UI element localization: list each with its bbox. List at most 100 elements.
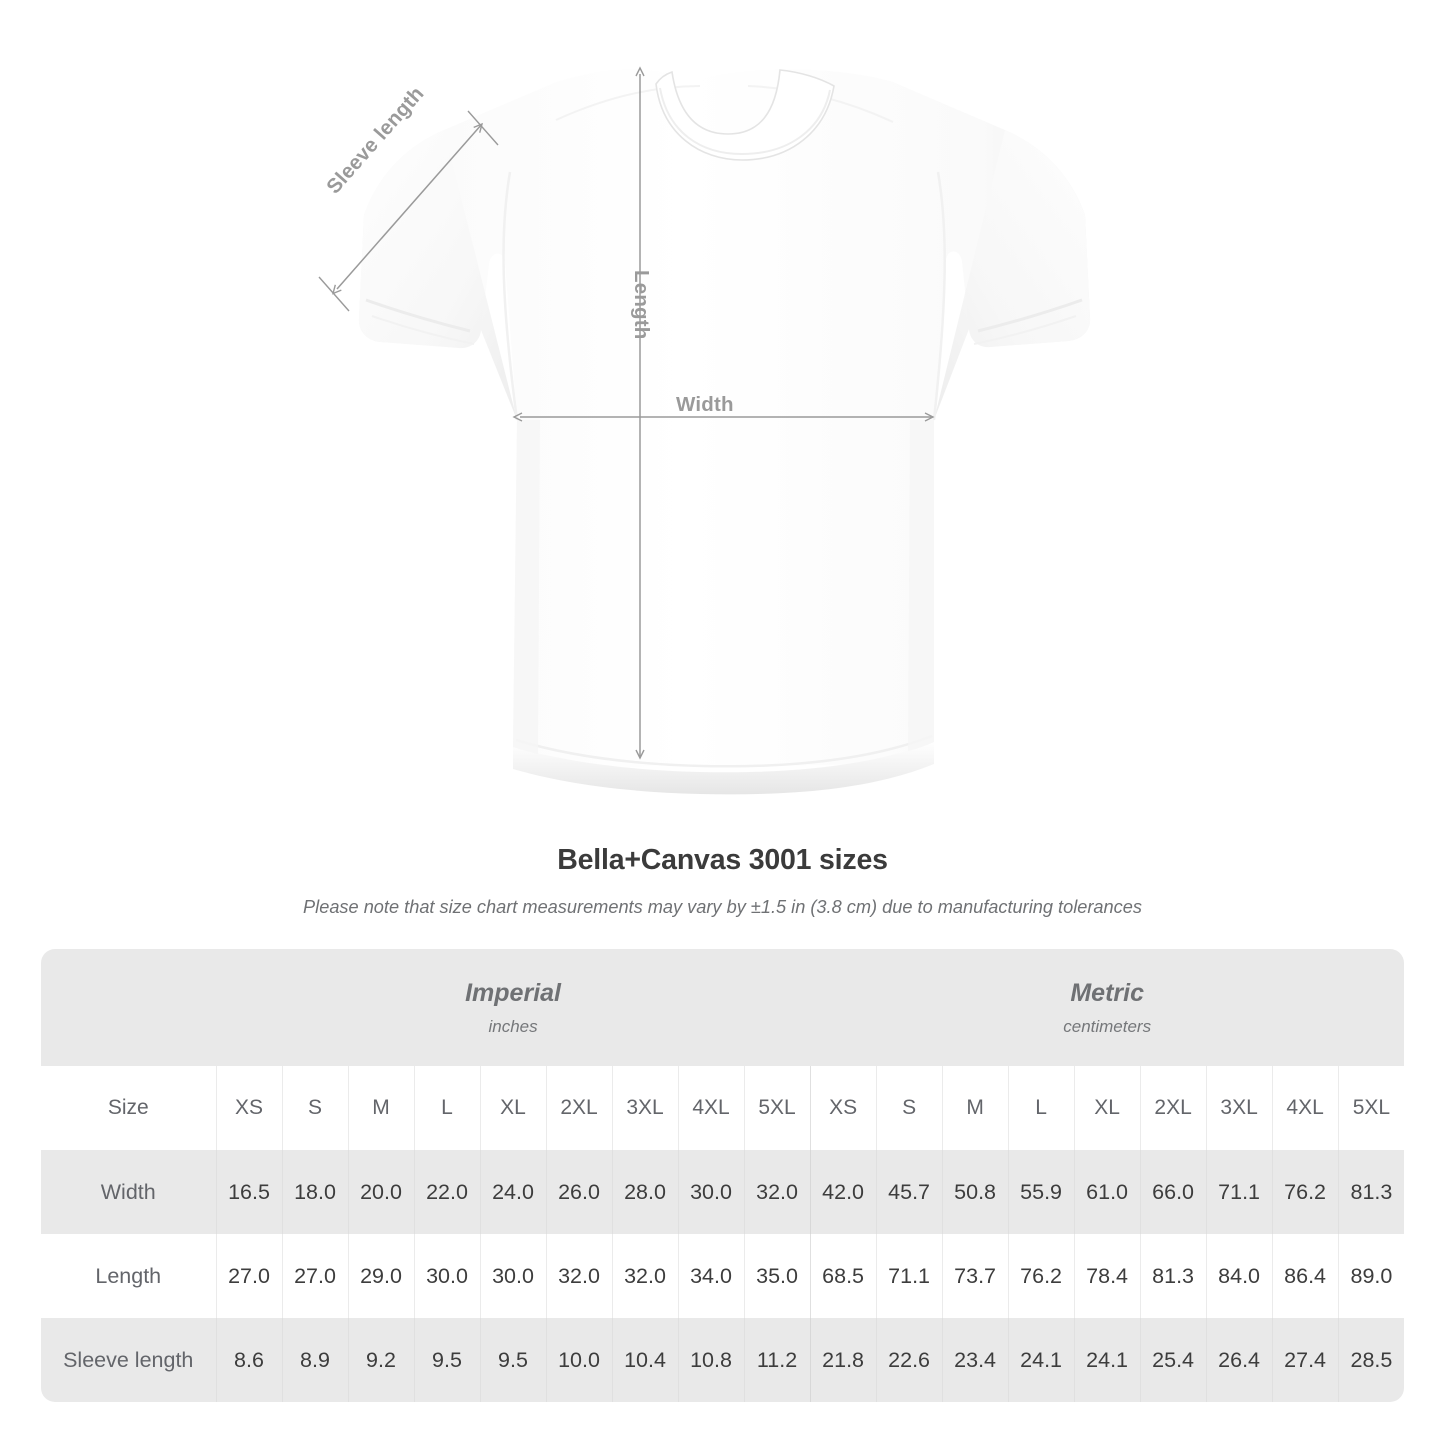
cell-width-metric-4xl: 76.2 [1271,1150,1339,1234]
table-row: Width 16.5 18.0 20.0 22.0 24.0 26.0 28.0 30.0 32.… [41,1150,1405,1234]
cell-sleeve-length-metric-l: 24.1 [1007,1318,1075,1402]
cell-width-metric-m: 50.8 [941,1150,1009,1234]
cell-length-metric-m: 73.7 [941,1234,1009,1318]
cell-sleeve-length-metric-4xl: 27.4 [1271,1318,1339,1402]
cell-sleeve-length-metric-s: 22.6 [875,1318,943,1402]
cell-width-imperial-m: 20.0 [347,1150,414,1234]
cell-length-metric-2xl: 81.3 [1139,1234,1207,1318]
table-corner-blank [41,949,216,1066]
sleeve-tick-upper [467,110,499,146]
table-row: Sleeve length 8.6 8.9 9.2 9.5 9.5 10.0 10.4 10.8… [41,1318,1405,1402]
size-header-imperial-3xl: 3XL [611,1066,678,1150]
cell-width-imperial-4xl: 30.0 [677,1150,744,1234]
width-label: Width [676,393,734,416]
cell-sleeve-length-metric-5xl: 28.5 [1337,1318,1405,1402]
cell-length-metric-s: 71.1 [875,1234,943,1318]
size-header-metric-l: L [1007,1066,1075,1150]
cell-sleeve-length-metric-xl: 24.1 [1073,1318,1141,1402]
cell-length-imperial-m: 29.0 [347,1234,414,1318]
cell-length-metric-xl: 78.4 [1073,1234,1141,1318]
unit-group-name: Imperial [465,978,561,1007]
cell-length-imperial-5xl: 35.0 [743,1234,811,1318]
size-header-imperial-l: L [413,1066,480,1150]
cell-width-metric-xs: 42.0 [809,1150,877,1234]
cell-length-imperial-3xl: 32.0 [611,1234,678,1318]
cell-length-metric-5xl: 89.0 [1337,1234,1405,1318]
sleeve-length-dimension-line [332,122,484,295]
cell-width-metric-2xl: 66.0 [1139,1150,1207,1234]
unit-group-metric: Metric centimeters [810,949,1405,1066]
size-header-imperial-5xl: 5XL [743,1066,811,1150]
cell-width-metric-5xl: 81.3 [1337,1150,1405,1234]
cell-length-imperial-l: 30.0 [413,1234,480,1318]
length-label: Length [630,270,653,340]
dimension-lines [318,66,935,760]
row-label-sleeve-length: Sleeve length [41,1318,216,1402]
cell-length-metric-3xl: 84.0 [1205,1234,1273,1318]
unit-group-imperial: Imperial inches [216,949,811,1066]
cell-sleeve-length-metric-xs: 21.8 [809,1318,877,1402]
cell-length-imperial-4xl: 34.0 [677,1234,744,1318]
page-title: Bella+Canvas 3001 sizes [557,844,888,876]
size-header-metric-xl: XL [1073,1066,1141,1150]
cell-length-imperial-2xl: 32.0 [545,1234,612,1318]
cell-width-metric-xl: 61.0 [1073,1150,1141,1234]
cell-sleeve-length-metric-3xl: 26.4 [1205,1318,1273,1402]
size-header-metric-5xl: 5XL [1337,1066,1405,1150]
size-header-row: Size XS S M L XL 2XL 3XL 4XL 5XL XS S M L XL 2XL 3XL 4XL 5… [41,1066,1405,1150]
cell-sleeve-length-metric-2xl: 25.4 [1139,1318,1207,1402]
cell-width-imperial-xl: 24.0 [479,1150,546,1234]
cell-width-imperial-3xl: 28.0 [611,1150,678,1234]
size-chart-table: Imperial inches Metric centimeters Size XS S M L… [41,949,1405,1402]
unit-group-name: Metric [1070,978,1144,1007]
size-header-imperial-m: M [347,1066,414,1150]
cell-width-imperial-xs: 16.5 [215,1150,282,1234]
cell-length-metric-xs: 68.5 [809,1234,877,1318]
tolerance-note: Please note that size chart measurements… [303,897,1142,917]
size-header-imperial-xs: XS [215,1066,282,1150]
size-header-imperial-xl: XL [479,1066,546,1150]
size-header-imperial-4xl: 4XL [677,1066,744,1150]
tshirt-measurement-diagram: Sleeve length Length Width [318,66,1091,795]
cell-sleeve-length-imperial-xs: 8.6 [215,1318,282,1402]
size-header-metric-s: S [875,1066,943,1150]
title-block: Bella+Canvas 3001 sizes Please note that… [0,843,1445,918]
cell-width-metric-3xl: 71.1 [1205,1150,1273,1234]
size-header-metric-xs: XS [809,1066,877,1150]
cell-width-metric-l: 55.9 [1007,1150,1075,1234]
cell-length-imperial-s: 27.0 [281,1234,348,1318]
cell-sleeve-length-imperial-3xl: 10.4 [611,1318,678,1402]
row-label-length: Length [41,1234,216,1318]
unit-group-sub: inches [488,1016,538,1036]
sleeve-tick-lower [318,276,350,312]
column-header-size: Size [41,1066,216,1150]
cell-sleeve-length-imperial-l: 9.5 [413,1318,480,1402]
size-header-metric-2xl: 2XL [1139,1066,1207,1150]
row-label-width: Width [41,1150,216,1234]
size-header-imperial-2xl: 2XL [545,1066,612,1150]
cell-sleeve-length-metric-m: 23.4 [941,1318,1009,1402]
size-chart-table-wrap: Imperial inches Metric centimeters Size XS S M L… [41,949,1405,1402]
unit-group-sub: centimeters [1063,1016,1152,1036]
size-header-metric-m: M [941,1066,1009,1150]
cell-length-metric-4xl: 86.4 [1271,1234,1339,1318]
shirt-body-shape [358,69,1091,795]
cell-sleeve-length-imperial-s: 8.9 [281,1318,348,1402]
tshirt-illustration [318,66,1091,795]
cell-width-imperial-5xl: 32.0 [743,1150,811,1234]
cell-sleeve-length-imperial-m: 9.2 [347,1318,414,1402]
cell-sleeve-length-imperial-2xl: 10.0 [545,1318,612,1402]
cell-sleeve-length-imperial-5xl: 11.2 [743,1318,811,1402]
cell-sleeve-length-imperial-xl: 9.5 [479,1318,546,1402]
cell-length-metric-l: 76.2 [1007,1234,1075,1318]
cell-width-metric-s: 45.7 [875,1150,943,1234]
size-header-metric-4xl: 4XL [1271,1066,1339,1150]
size-header-imperial-s: S [281,1066,348,1150]
cell-length-imperial-xl: 30.0 [479,1234,546,1318]
cell-length-imperial-xs: 27.0 [215,1234,282,1318]
cell-width-imperial-2xl: 26.0 [545,1150,612,1234]
unit-header-row: Imperial inches Metric centimeters [41,949,1405,1066]
cell-sleeve-length-imperial-4xl: 10.8 [677,1318,744,1402]
cell-width-imperial-l: 22.0 [413,1150,480,1234]
table-row: Length 27.0 27.0 29.0 30.0 30.0 32.0 32.0 34.0 35… [41,1234,1405,1318]
